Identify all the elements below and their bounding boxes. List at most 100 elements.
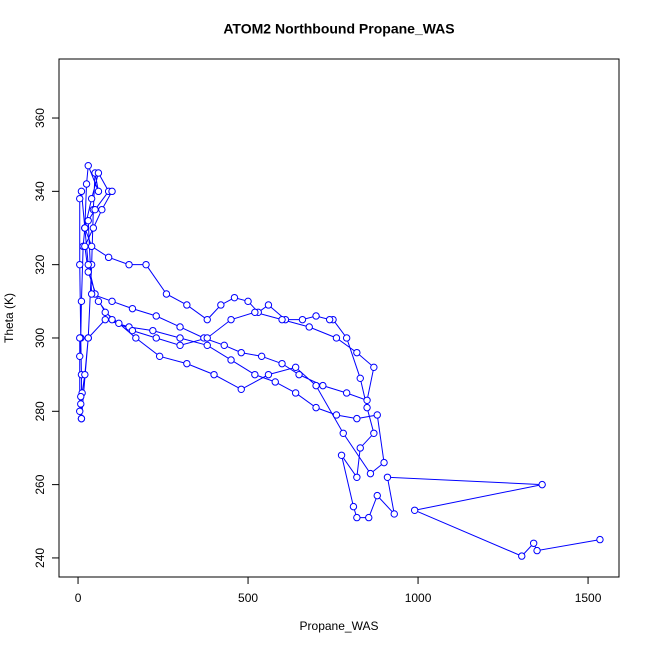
data-point bbox=[244, 297, 252, 306]
data-point bbox=[81, 242, 89, 251]
data-point bbox=[89, 224, 98, 232]
data-point bbox=[365, 513, 373, 522]
data-point bbox=[366, 469, 375, 478]
data-point bbox=[94, 297, 103, 306]
data-point bbox=[125, 260, 133, 269]
data-line bbox=[79, 165, 601, 557]
data-point bbox=[77, 400, 85, 408]
data-point bbox=[390, 510, 398, 518]
x-tick-label: 0 bbox=[75, 591, 82, 605]
data-point bbox=[76, 260, 84, 269]
data-point bbox=[76, 194, 84, 203]
data-point bbox=[264, 370, 273, 379]
data-point bbox=[251, 308, 259, 317]
data-point bbox=[237, 385, 245, 394]
data-point bbox=[77, 392, 85, 401]
data-point bbox=[325, 315, 334, 324]
data-point bbox=[152, 334, 160, 342]
data-point bbox=[108, 315, 116, 324]
data-point bbox=[108, 297, 116, 306]
data-point bbox=[298, 315, 307, 324]
data-point bbox=[356, 374, 364, 383]
data-point bbox=[332, 411, 341, 419]
data-point bbox=[210, 370, 218, 379]
x-tick-label: 1000 bbox=[405, 591, 432, 605]
data-point bbox=[132, 334, 140, 342]
data-point bbox=[87, 242, 96, 251]
y-tick-label: 320 bbox=[33, 254, 47, 274]
data-point bbox=[342, 389, 351, 397]
data-point bbox=[176, 334, 184, 342]
data-point bbox=[237, 348, 245, 357]
data-point bbox=[353, 348, 361, 357]
x-tick-label: 1500 bbox=[575, 591, 602, 605]
data-point bbox=[115, 319, 123, 328]
data-point bbox=[370, 429, 378, 437]
data-point bbox=[518, 552, 526, 560]
data-point bbox=[203, 341, 211, 350]
data-point bbox=[373, 411, 381, 419]
y-tick-label: 300 bbox=[33, 328, 47, 348]
data-point bbox=[295, 370, 303, 379]
data-point bbox=[162, 290, 171, 298]
data-point bbox=[353, 414, 361, 423]
data-point bbox=[319, 381, 327, 390]
data-point bbox=[230, 293, 239, 302]
data-point bbox=[183, 359, 191, 368]
data-point bbox=[176, 341, 184, 350]
data-point bbox=[108, 187, 116, 196]
data-point bbox=[227, 356, 235, 364]
data-point bbox=[155, 352, 164, 361]
data-point bbox=[339, 429, 347, 437]
data-point bbox=[76, 334, 84, 342]
data-point bbox=[203, 315, 211, 324]
data-point bbox=[363, 403, 371, 412]
data-point bbox=[380, 458, 388, 467]
y-tick-label: 340 bbox=[33, 181, 47, 201]
data-point bbox=[91, 205, 99, 214]
data-point bbox=[220, 341, 228, 350]
data-point bbox=[84, 161, 92, 170]
data-point bbox=[312, 403, 320, 412]
data-point bbox=[596, 535, 604, 544]
data-point bbox=[81, 370, 89, 379]
data-point bbox=[332, 334, 341, 342]
data-point bbox=[353, 473, 361, 481]
data-point bbox=[101, 315, 109, 324]
data-point bbox=[84, 260, 92, 269]
data-point bbox=[203, 334, 211, 342]
data-point bbox=[142, 260, 150, 269]
data-point bbox=[264, 301, 273, 309]
data-point bbox=[533, 546, 541, 555]
data-point bbox=[81, 224, 89, 232]
data-point bbox=[312, 381, 320, 390]
data-point bbox=[149, 326, 157, 335]
plot-frame bbox=[58, 58, 620, 578]
data-point bbox=[349, 502, 358, 511]
data-point bbox=[152, 312, 160, 320]
data-point bbox=[104, 253, 113, 262]
data-point bbox=[251, 370, 259, 379]
data-point bbox=[529, 539, 538, 547]
data-point bbox=[305, 323, 313, 331]
data-point bbox=[77, 297, 86, 306]
chart-title: ATOM2 Northbound Propane_WAS bbox=[223, 21, 454, 37]
data-point bbox=[291, 389, 300, 397]
y-tick-label: 280 bbox=[33, 401, 47, 421]
data-point bbox=[87, 290, 96, 298]
data-point bbox=[278, 359, 286, 368]
data-point bbox=[363, 396, 371, 405]
data-point bbox=[383, 473, 392, 481]
data-point bbox=[373, 491, 381, 500]
data-point bbox=[291, 363, 300, 372]
data-point bbox=[227, 315, 235, 324]
data-point bbox=[98, 205, 106, 214]
data-point bbox=[271, 378, 279, 386]
data-point bbox=[257, 352, 266, 361]
data-point bbox=[128, 326, 137, 335]
data-point bbox=[77, 414, 86, 423]
data-point bbox=[84, 216, 92, 225]
y-tick-label: 360 bbox=[33, 108, 47, 128]
data-point bbox=[370, 363, 378, 372]
